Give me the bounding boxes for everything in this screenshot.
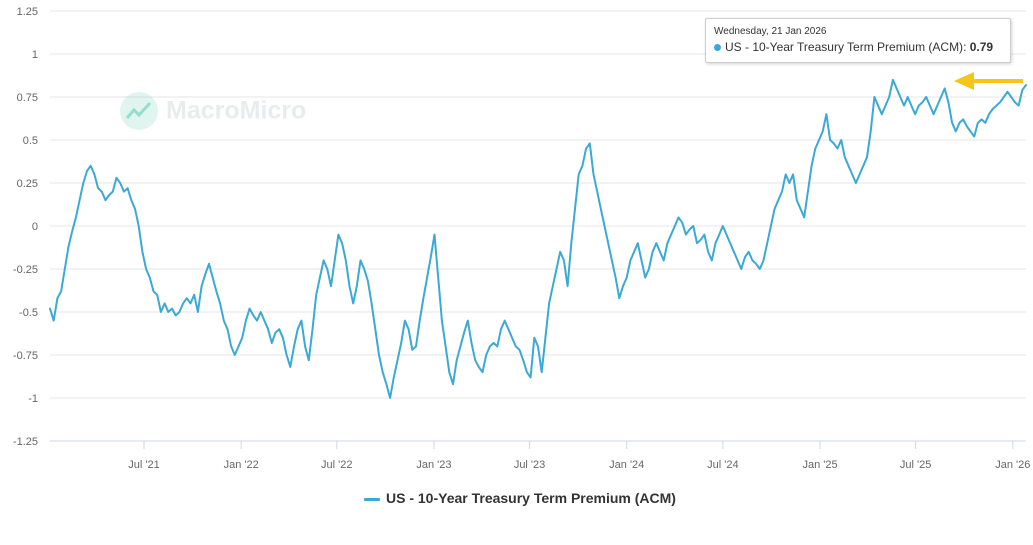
- y-tick-label: -0.75: [13, 350, 38, 362]
- legend-item[interactable]: US - 10-Year Treasury Term Premium (ACM): [364, 490, 676, 510]
- tooltip-row: US - 10-Year Treasury Term Premium (ACM)…: [714, 38, 1002, 56]
- y-tick-label: 0.75: [17, 92, 38, 104]
- y-tick-label: 0.25: [17, 178, 38, 190]
- y-tick-label: -0.25: [13, 264, 38, 276]
- tooltip: Wednesday, 21 Jan 2026 US - 10-Year Trea…: [705, 18, 1011, 63]
- x-tick-label: Jul '22: [321, 459, 352, 471]
- y-tick-label: 0: [32, 221, 38, 233]
- x-tick-label: Jan '22: [224, 459, 259, 471]
- y-tick-label: -0.5: [19, 307, 38, 319]
- x-tick-label: Jan '26: [995, 459, 1030, 471]
- x-tick-label: Jul '24: [707, 459, 738, 471]
- y-tick-label: 1: [32, 49, 38, 61]
- y-tick-label: 0.5: [23, 135, 38, 147]
- tooltip-date: Wednesday, 21 Jan 2026: [714, 26, 827, 37]
- x-tick-label: Jul '25: [900, 459, 931, 471]
- legend-label: US - 10-Year Treasury Term Premium (ACM): [386, 490, 676, 506]
- tooltip-series-label: US - 10-Year Treasury Term Premium (ACM): [725, 40, 964, 54]
- tooltip-series-dot-icon: [714, 44, 721, 52]
- annotation-arrow: [954, 72, 1023, 90]
- tooltip-separator: :: [963, 40, 970, 54]
- series-layer[interactable]: [49, 78, 1027, 399]
- x-tick-label: Jul '23: [514, 459, 545, 471]
- annotation-arrow-head: [954, 72, 974, 90]
- watermark-text: MacroMicro: [166, 96, 307, 125]
- x-tick-label: Jan '25: [802, 459, 837, 471]
- x-axis: Jul '21 Jan '22 Jul '22 Jan '23 Jul '23 Jan '…: [50, 440, 1030, 471]
- y-axis: 1.25 1 0.75 0.5 0.25 0 -0.25 -0.5 -0.75 -1 -1.25: [13, 6, 38, 448]
- x-tick-label: Jul '21: [128, 459, 159, 471]
- y-tick-label: -1: [28, 393, 38, 405]
- series-line[interactable]: [49, 78, 1027, 399]
- y-tick-label: 1.25: [17, 6, 38, 18]
- x-tick-label: Jan '24: [609, 459, 644, 471]
- tooltip-value: 0.79: [969, 40, 994, 54]
- legend-swatch-icon: [364, 497, 380, 501]
- x-tick-label: Jan '23: [416, 459, 451, 471]
- watermark: MacroMicro: [120, 92, 306, 132]
- gridlines: [50, 10, 1026, 442]
- macromicro-logo-icon: [120, 92, 158, 130]
- y-tick-label: -1.25: [13, 436, 38, 448]
